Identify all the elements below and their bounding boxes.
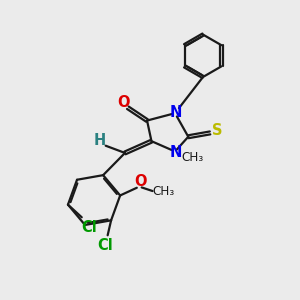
Text: Cl: Cl	[81, 220, 97, 235]
Text: CH₃: CH₃	[181, 152, 203, 164]
Text: O: O	[134, 174, 146, 189]
Text: Cl: Cl	[98, 238, 113, 253]
Text: N: N	[169, 105, 182, 120]
Text: H: H	[94, 133, 106, 148]
Text: O: O	[117, 95, 130, 110]
Text: CH₃: CH₃	[153, 184, 175, 197]
Text: N: N	[169, 145, 182, 160]
Text: S: S	[212, 123, 223, 138]
